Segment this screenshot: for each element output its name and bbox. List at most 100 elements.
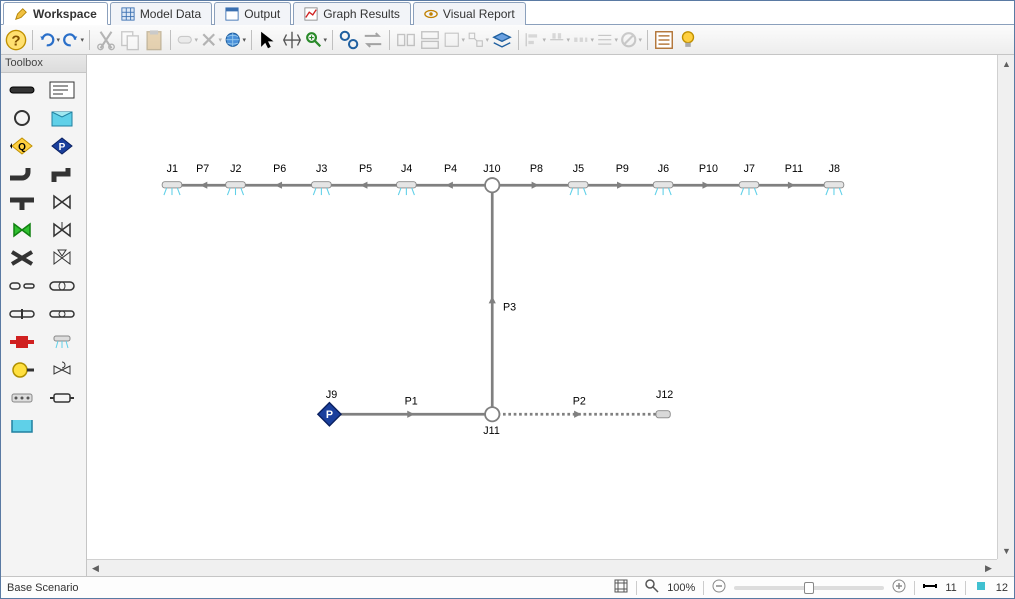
pipe-label: P5 — [359, 163, 372, 175]
spray-J4[interactable] — [397, 182, 417, 188]
pipe-label: P8 — [530, 163, 543, 175]
tab-workspace[interactable]: Workspace — [3, 2, 108, 25]
spray-J6[interactable] — [653, 182, 673, 188]
junction-label: J3 — [316, 163, 327, 175]
spray-J8[interactable] — [824, 182, 844, 188]
spray-J1[interactable] — [162, 182, 182, 188]
vertical-scrollbar[interactable]: ▲ ▼ — [997, 55, 1014, 559]
tool-hx1[interactable] — [7, 387, 37, 409]
tool-check-valve[interactable] — [7, 219, 37, 241]
tab-model-data[interactable]: Model Data — [110, 2, 212, 25]
tool-3way-valve[interactable] — [47, 247, 77, 269]
scroll-down-icon[interactable]: ▼ — [998, 542, 1014, 559]
tool-orifice1[interactable] — [7, 303, 37, 325]
tool-pipe[interactable] — [7, 79, 37, 101]
globe-button[interactable] — [224, 29, 246, 51]
tab-visual-report[interactable]: Visual Report — [413, 2, 526, 25]
pipe-arrow-icon — [702, 182, 709, 189]
horizontal-scrollbar[interactable]: ◀ ▶ — [87, 559, 997, 576]
junction-button[interactable] — [176, 29, 198, 51]
tool-valve1[interactable] — [47, 191, 77, 213]
toolbox-title: Toolbox — [1, 55, 86, 73]
fit-icon[interactable] — [614, 579, 628, 596]
junction-label: J7 — [744, 163, 755, 175]
tool-reducer2[interactable] — [47, 275, 77, 297]
tool-tee[interactable] — [7, 191, 37, 213]
tool-junction[interactable] — [7, 107, 37, 129]
align1-button[interactable] — [524, 29, 546, 51]
toolbox-grid: Q P — [1, 73, 86, 443]
find-button[interactable] — [338, 29, 360, 51]
tool-reservoir[interactable] — [47, 107, 77, 129]
spray-J3[interactable] — [312, 182, 332, 188]
tool-control-valve[interactable] — [47, 359, 77, 381]
pipe-label: P3 — [503, 301, 516, 313]
layout2-button[interactable] — [419, 29, 441, 51]
pan-button[interactable] — [281, 29, 303, 51]
pipe-arrow-icon — [574, 411, 581, 418]
tool-assigned-flow[interactable]: Q — [7, 135, 37, 157]
scroll-left-icon[interactable]: ◀ — [87, 560, 104, 577]
copy-button[interactable] — [119, 29, 141, 51]
dist-button[interactable] — [572, 29, 594, 51]
pipe-arrow-icon — [617, 182, 624, 189]
zoom-out-icon[interactable] — [712, 579, 726, 596]
spray-J5[interactable] — [568, 182, 588, 188]
layout1-button[interactable] — [395, 29, 417, 51]
tool-pump-red[interactable] — [7, 331, 37, 353]
bulb-button[interactable] — [677, 29, 699, 51]
pipe-arrow-icon — [446, 182, 453, 189]
tool-spray[interactable] — [47, 331, 77, 353]
tool-bend[interactable] — [7, 163, 37, 185]
help-icon[interactable]: ? — [5, 29, 27, 51]
pointer-button[interactable] — [257, 29, 279, 51]
zoom-slider[interactable] — [734, 586, 884, 590]
tab-output[interactable]: Output — [214, 2, 291, 25]
pipe-label: P6 — [273, 163, 286, 175]
junction-J11[interactable] — [485, 407, 499, 421]
tab-label: Visual Report — [443, 7, 515, 21]
scroll-right-icon[interactable]: ▶ — [980, 560, 997, 577]
layout3-button[interactable] — [443, 29, 465, 51]
layers-button[interactable] — [491, 29, 513, 51]
zoom-fit-icon[interactable] — [645, 579, 659, 596]
zoom-in-icon[interactable] — [892, 579, 906, 596]
tool-tank[interactable] — [7, 415, 37, 437]
tool-valve2[interactable] — [47, 219, 77, 241]
cut-button[interactable] — [95, 29, 117, 51]
tab-graph-results[interactable]: Graph Results — [293, 2, 411, 25]
toolbox-panel: Toolbox Q P — [1, 55, 87, 576]
svg-text:?: ? — [11, 32, 20, 49]
scroll-up-icon[interactable]: ▲ — [998, 55, 1014, 72]
junction-J10[interactable] — [485, 178, 499, 192]
zoom-button[interactable] — [305, 29, 327, 51]
pipe-arrow-icon — [489, 296, 496, 303]
main-area: Toolbox Q P — [1, 55, 1014, 576]
tool-reducer1[interactable] — [7, 275, 37, 297]
workspace-canvas[interactable]: P7P6P5P4P8P9P10P11P3P1P2J1J2J3J4J10J5J6J… — [87, 55, 995, 557]
junction-label: J5 — [573, 163, 584, 175]
deadend-J12[interactable] — [656, 411, 670, 418]
pipe-arrow-icon — [200, 182, 207, 189]
spray-J7[interactable] — [739, 182, 759, 188]
swap-button[interactable] — [362, 29, 384, 51]
junction-label: J1 — [167, 163, 178, 175]
tool-annotation[interactable] — [47, 79, 77, 101]
zoom-thumb[interactable] — [804, 582, 814, 594]
tool-cross[interactable] — [7, 247, 37, 269]
undo-button[interactable] — [38, 29, 60, 51]
tool-hx2[interactable] — [47, 387, 77, 409]
spray-J2[interactable] — [226, 182, 246, 188]
paste-button[interactable] — [143, 29, 165, 51]
report-button[interactable] — [653, 29, 675, 51]
list-button[interactable] — [596, 29, 618, 51]
layout4-button[interactable] — [467, 29, 489, 51]
tool-assigned-pressure[interactable]: P — [47, 135, 77, 157]
block-button[interactable] — [620, 29, 642, 51]
tool-orifice2[interactable] — [47, 303, 77, 325]
delete-button[interactable] — [200, 29, 222, 51]
align2-button[interactable] — [548, 29, 570, 51]
tool-pump-yellow[interactable] — [7, 359, 37, 381]
tool-elbow[interactable] — [47, 163, 77, 185]
redo-button[interactable] — [62, 29, 84, 51]
